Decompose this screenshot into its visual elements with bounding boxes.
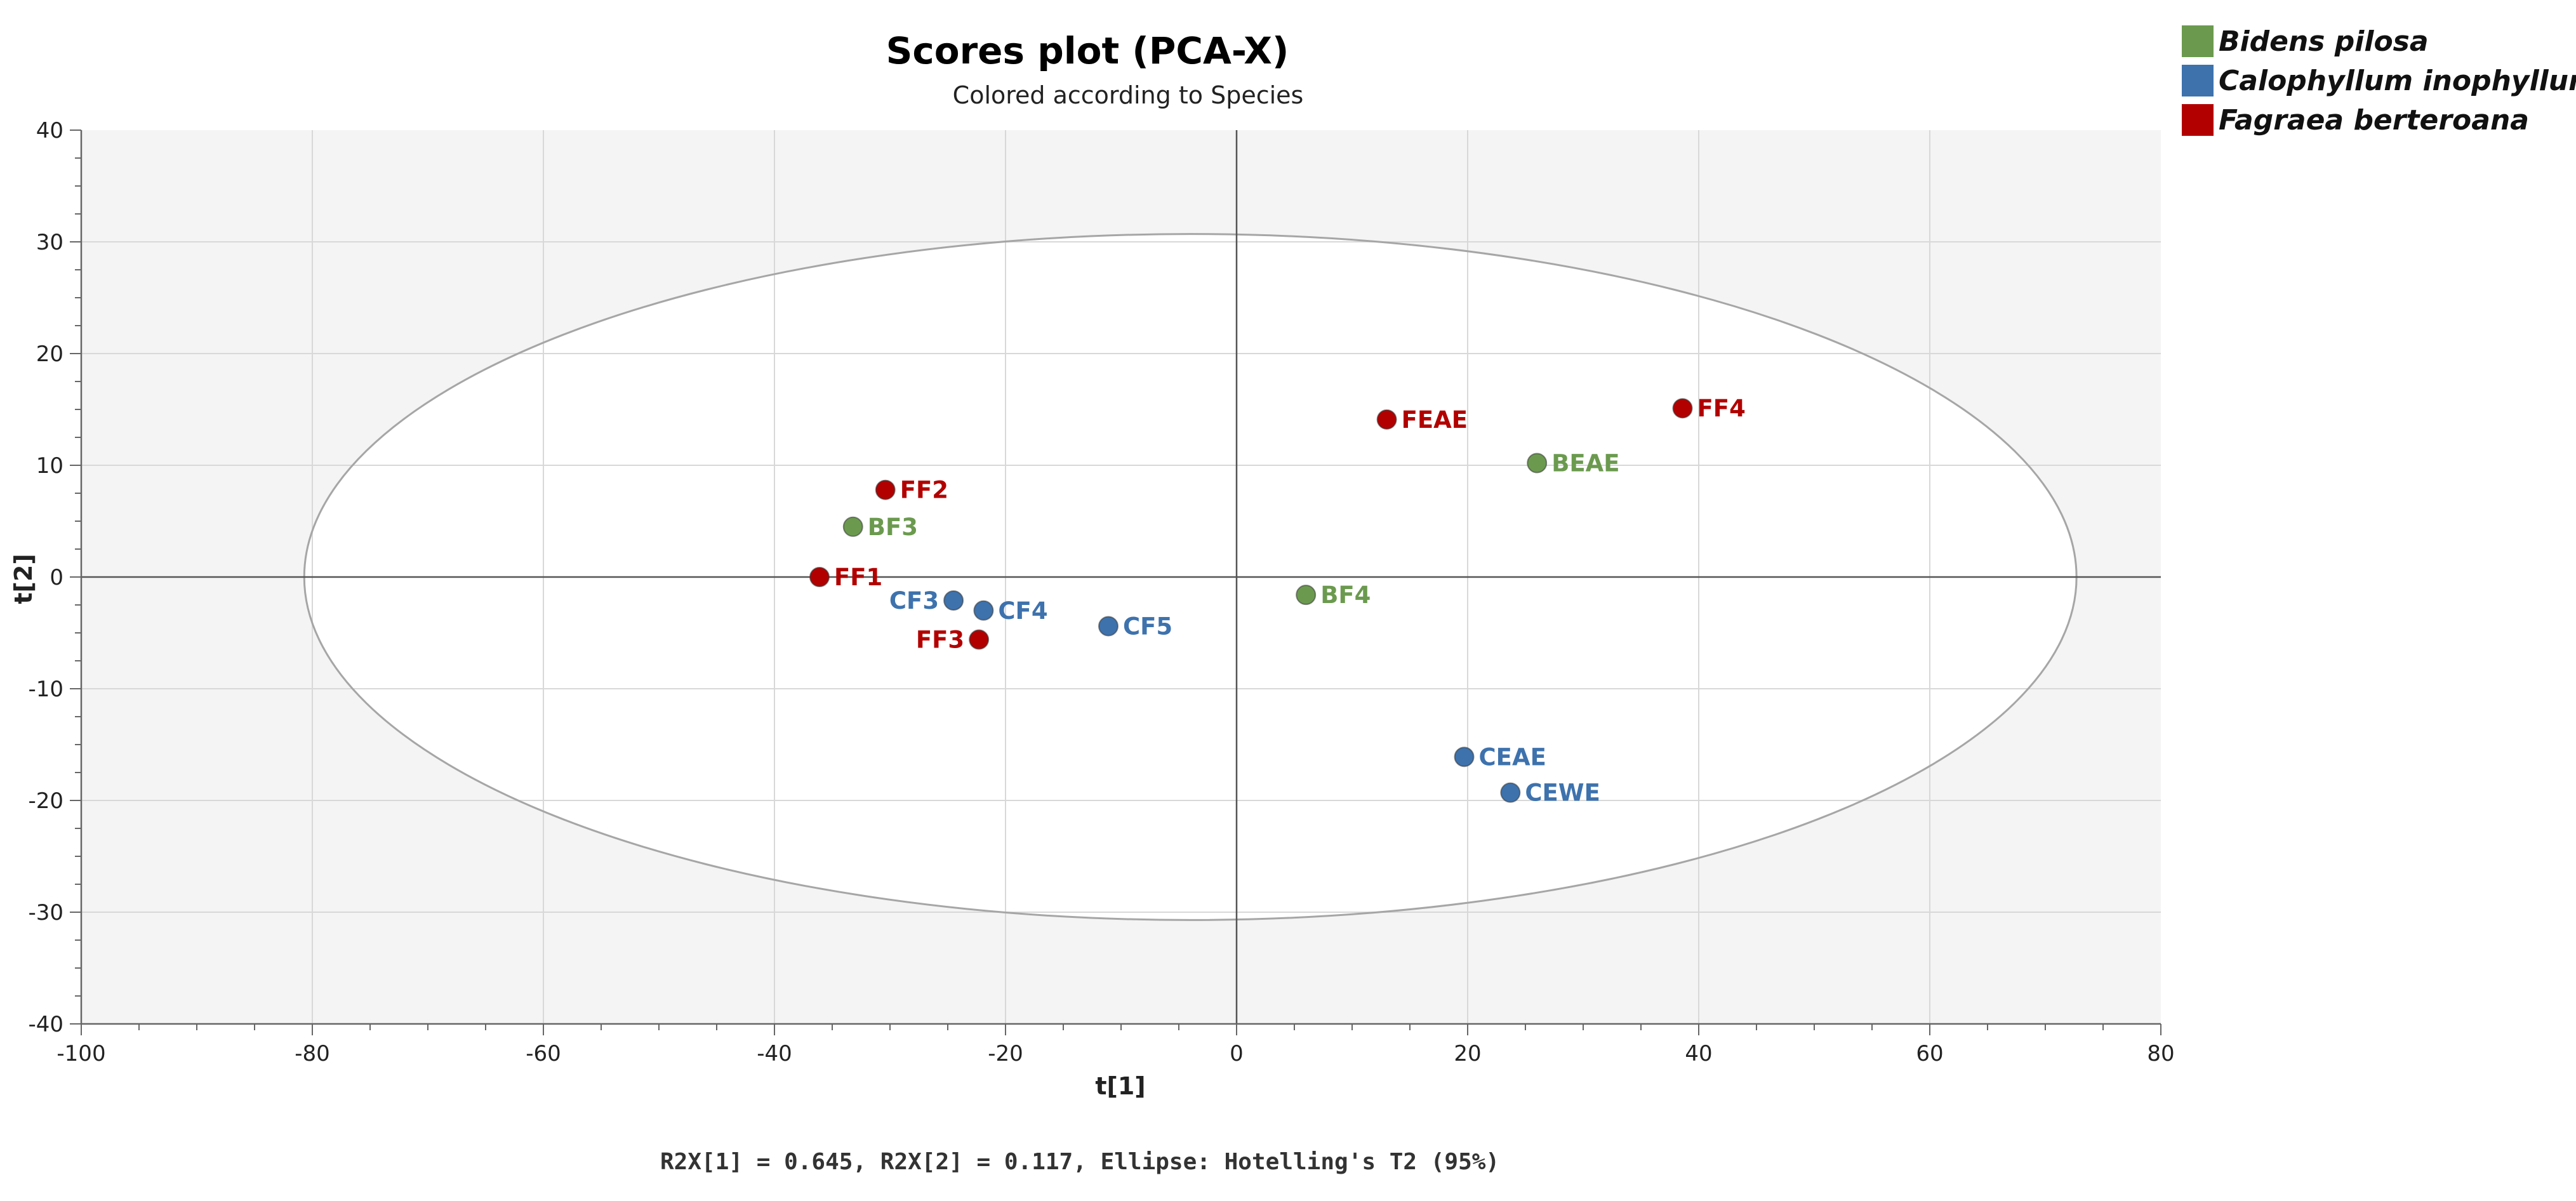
legend: Bidens pilosa Calophyllum inophyllum Fagra… bbox=[2182, 25, 2576, 136]
legend-label-1: Bidens pilosa bbox=[2219, 25, 2429, 58]
point-label-cewe: CEWE bbox=[1525, 780, 1600, 807]
y-tick-label: -20 bbox=[28, 788, 63, 814]
point-bf3 bbox=[842, 516, 863, 537]
point-label-feae: FEAE bbox=[1402, 406, 1468, 434]
point-bf4 bbox=[1296, 585, 1317, 606]
x-axis-title: t[1] bbox=[1095, 1072, 1145, 1100]
y-tick-label: -30 bbox=[28, 900, 63, 926]
point-label-ceae: CEAE bbox=[1479, 743, 1546, 771]
point-cewe bbox=[1500, 782, 1521, 803]
point-ceae bbox=[1454, 746, 1475, 767]
legend-swatch-2 bbox=[2182, 65, 2214, 96]
point-ff4 bbox=[1672, 398, 1693, 419]
legend-label-3: Fagraea berteroana bbox=[2219, 104, 2529, 136]
point-label-cf4: CF4 bbox=[998, 597, 1047, 625]
point-ff2 bbox=[875, 479, 896, 500]
x-tick-label: -20 bbox=[988, 1041, 1023, 1066]
chart-subtitle: Colored according to Species bbox=[953, 81, 1304, 109]
point-beae bbox=[1527, 453, 1548, 474]
y-tick-label: -40 bbox=[28, 1012, 63, 1037]
point-label-cf3: CF3 bbox=[889, 587, 939, 614]
x-tick-label: 80 bbox=[2147, 1041, 2174, 1066]
legend-swatch-3 bbox=[2182, 104, 2214, 136]
x-tick-label: -40 bbox=[757, 1041, 792, 1066]
legend-label-2: Calophyllum inophyllum bbox=[2219, 65, 2576, 97]
point-label-ff1: FF1 bbox=[834, 564, 882, 591]
x-tick-label: 0 bbox=[1230, 1041, 1244, 1066]
y-axis-title: t[2] bbox=[10, 554, 37, 604]
y-tick-label: 30 bbox=[36, 230, 63, 255]
footer-note: R2X[1] = 0.645, R2X[2] = 0.117, Ellipse:… bbox=[660, 1149, 1499, 1175]
point-label-beae: BEAE bbox=[1551, 449, 1619, 477]
point-cf4 bbox=[973, 600, 994, 621]
point-label-cf5: CF5 bbox=[1123, 613, 1172, 640]
point-cf5 bbox=[1098, 616, 1119, 637]
x-tick-label: -100 bbox=[56, 1041, 105, 1066]
y-tick-label: 20 bbox=[36, 342, 63, 367]
x-tick-label: -60 bbox=[526, 1041, 561, 1066]
x-tick-label: 60 bbox=[1916, 1041, 1943, 1066]
point-label-bf3: BF3 bbox=[868, 514, 918, 541]
point-label-ff3: FF3 bbox=[916, 627, 964, 654]
y-tick-label: 10 bbox=[36, 453, 63, 479]
legend-swatch-1 bbox=[2182, 25, 2214, 57]
plot-area: -100 -80 -60 -40 -20 0 20 40 60 80 40 30 20 10 0 -10 -20… bbox=[28, 118, 2174, 1066]
y-tick-label: -10 bbox=[28, 677, 63, 702]
point-label-ff2: FF2 bbox=[900, 477, 948, 504]
chart-title: Scores plot (PCA-X) bbox=[886, 29, 1289, 72]
point-cf3 bbox=[943, 590, 964, 611]
point-label-ff4: FF4 bbox=[1697, 395, 1746, 422]
x-tick-label: -80 bbox=[295, 1041, 330, 1066]
x-tick-label: 40 bbox=[1685, 1041, 1712, 1066]
y-tick-label: 0 bbox=[50, 565, 63, 590]
point-feae bbox=[1376, 409, 1397, 430]
point-ff3 bbox=[969, 629, 990, 650]
y-tick-label: 40 bbox=[36, 118, 63, 143]
point-label-bf4: BF4 bbox=[1320, 581, 1371, 609]
x-tick-label: 20 bbox=[1454, 1041, 1481, 1066]
point-ff1 bbox=[809, 567, 830, 587]
